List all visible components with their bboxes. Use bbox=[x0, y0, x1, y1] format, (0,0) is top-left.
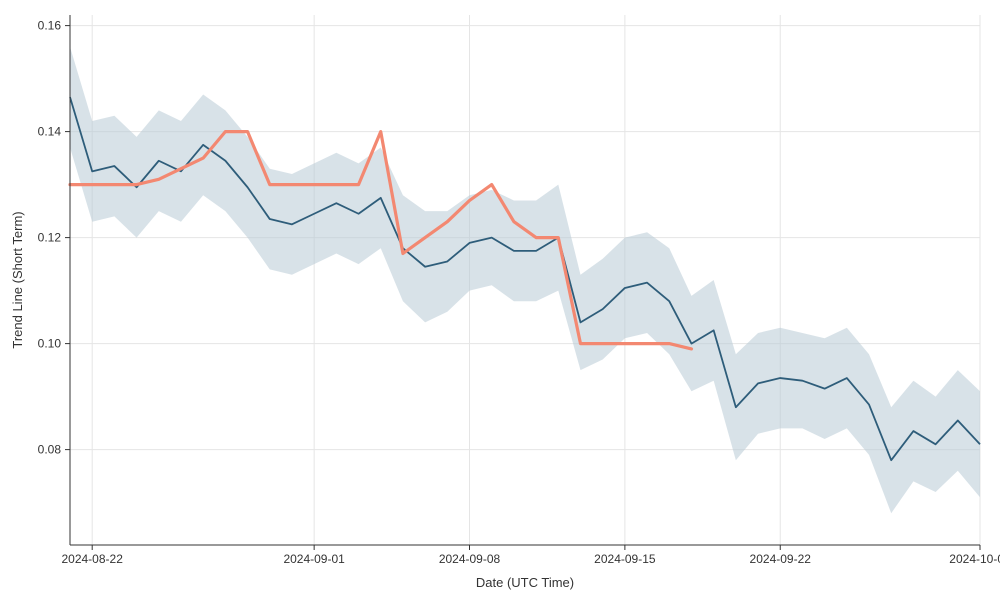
x-tick-label: 2024-10-01 bbox=[949, 552, 1000, 566]
y-tick-label: 0.16 bbox=[38, 19, 62, 33]
y-tick-label: 0.10 bbox=[38, 337, 62, 351]
x-axis-label: Date (UTC Time) bbox=[476, 575, 574, 590]
y-tick-label: 0.14 bbox=[38, 125, 62, 139]
trend-chart: 2024-08-22 2024-09-01 2024-09-08 2024-09-15… bbox=[0, 0, 1000, 600]
x-tick-label: 2024-09-08 bbox=[439, 552, 501, 566]
y-axis-label: Trend Line (Short Term) bbox=[10, 211, 25, 348]
x-tick-label: 2024-09-15 bbox=[594, 552, 656, 566]
y-tick-label: 0.12 bbox=[38, 231, 62, 245]
chart-container: 2024-08-22 2024-09-01 2024-09-08 2024-09-15… bbox=[0, 0, 1000, 600]
x-tick-label: 2024-09-01 bbox=[283, 552, 345, 566]
chart-background bbox=[0, 0, 1000, 600]
x-tick-label: 2024-09-22 bbox=[750, 552, 812, 566]
y-tick-label: 0.08 bbox=[38, 443, 62, 457]
x-tick-label: 2024-08-22 bbox=[61, 552, 123, 566]
